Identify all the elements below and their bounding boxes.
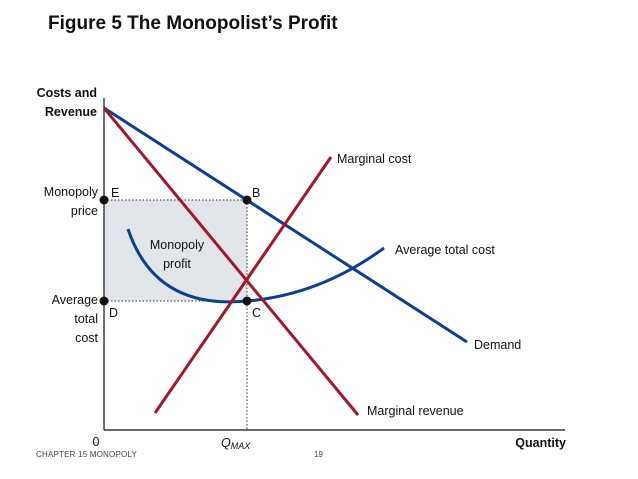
point-e-marker [99, 195, 109, 205]
origin-label: 0 [93, 435, 100, 449]
figure-title: Figure 5 The Monopolist’s Profit [48, 13, 338, 34]
point-c-label: C [252, 306, 261, 320]
average-total-cost-label: Average total cost [395, 243, 495, 257]
marginal-cost-curve [153, 156, 333, 414]
y-axis-label-line2: Revenue [45, 105, 97, 119]
atc-label-line1: Average [52, 293, 98, 307]
demand-label: Demand [474, 338, 521, 352]
point-c-marker [242, 296, 252, 306]
qmax-label-sub: MAX [231, 441, 252, 451]
point-d-label: D [109, 306, 118, 320]
monopoly-price-label-line2: price [71, 204, 98, 218]
qmax-label: QMAX [221, 436, 251, 451]
marginal-revenue-curve [102, 107, 360, 416]
atc-label-line3: cost [75, 331, 98, 345]
y-axis-label-line1: Costs and [37, 86, 97, 100]
qmax-label-main: Q [221, 436, 231, 450]
profit-label-line1: Monopoly [150, 238, 205, 252]
atc-label-line2: total [74, 312, 98, 326]
x-axis-label: Quantity [515, 436, 566, 450]
point-b-marker [242, 195, 252, 205]
monopoly-price-label-line1: Monopoly [44, 185, 99, 199]
profit-label-line2: profit [163, 257, 191, 271]
point-e-label: E [111, 186, 119, 200]
footer-chapter: CHAPTER 15 MONOPOLY [36, 450, 138, 459]
marginal-cost-label: Marginal cost [337, 152, 412, 166]
marginal-revenue-label: Marginal revenue [367, 404, 464, 418]
point-b-label: B [252, 186, 260, 200]
point-d-marker [99, 296, 109, 306]
footer-page-number: 19 [314, 450, 323, 459]
